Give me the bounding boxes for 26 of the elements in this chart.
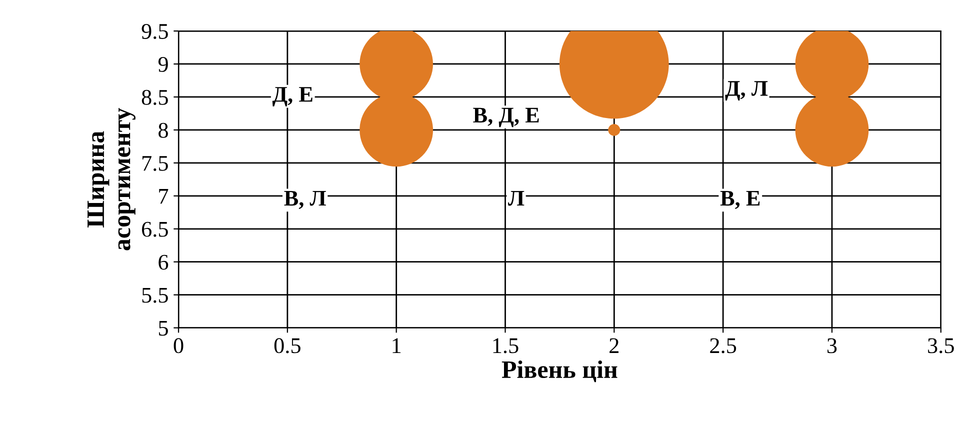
x-axis-title: Рівень цін: [502, 360, 618, 382]
y-tick-label: 9: [158, 56, 168, 72]
y-axis-title: Ширина асортименту: [88, 108, 136, 250]
y-tick-label: 9.5: [142, 24, 168, 40]
annotation: В, Л: [284, 190, 326, 209]
annotation: В, Е: [720, 190, 760, 209]
x-tick-label: 1.5: [493, 338, 518, 354]
x-tick-label: 3: [827, 338, 837, 354]
y-tick-label: 5.5: [142, 288, 168, 303]
x-tick-label: 2.5: [710, 338, 736, 354]
y-tick-label: 7.5: [142, 156, 168, 171]
y-tick-label: 7: [159, 189, 168, 204]
y-tick-label: 6.5: [142, 222, 168, 237]
y-tick-label: 5: [158, 320, 168, 336]
annotation: Д, Е: [272, 87, 312, 106]
x-tick-label: 0: [174, 338, 184, 354]
y-tick-label: 6: [158, 254, 168, 270]
x-tick-label: 3.5: [928, 338, 954, 354]
x-tick-label: 1: [392, 338, 401, 353]
annotation: В, Д, Е: [473, 108, 539, 128]
y-tick-label: 8.5: [142, 90, 168, 105]
y-tick-label: 8: [158, 122, 168, 138]
x-tick-label: 0.5: [274, 338, 300, 354]
x-tick-label: 2: [610, 338, 618, 353]
annotation: Д, Л: [725, 81, 768, 100]
annotation: Л: [508, 190, 524, 206]
